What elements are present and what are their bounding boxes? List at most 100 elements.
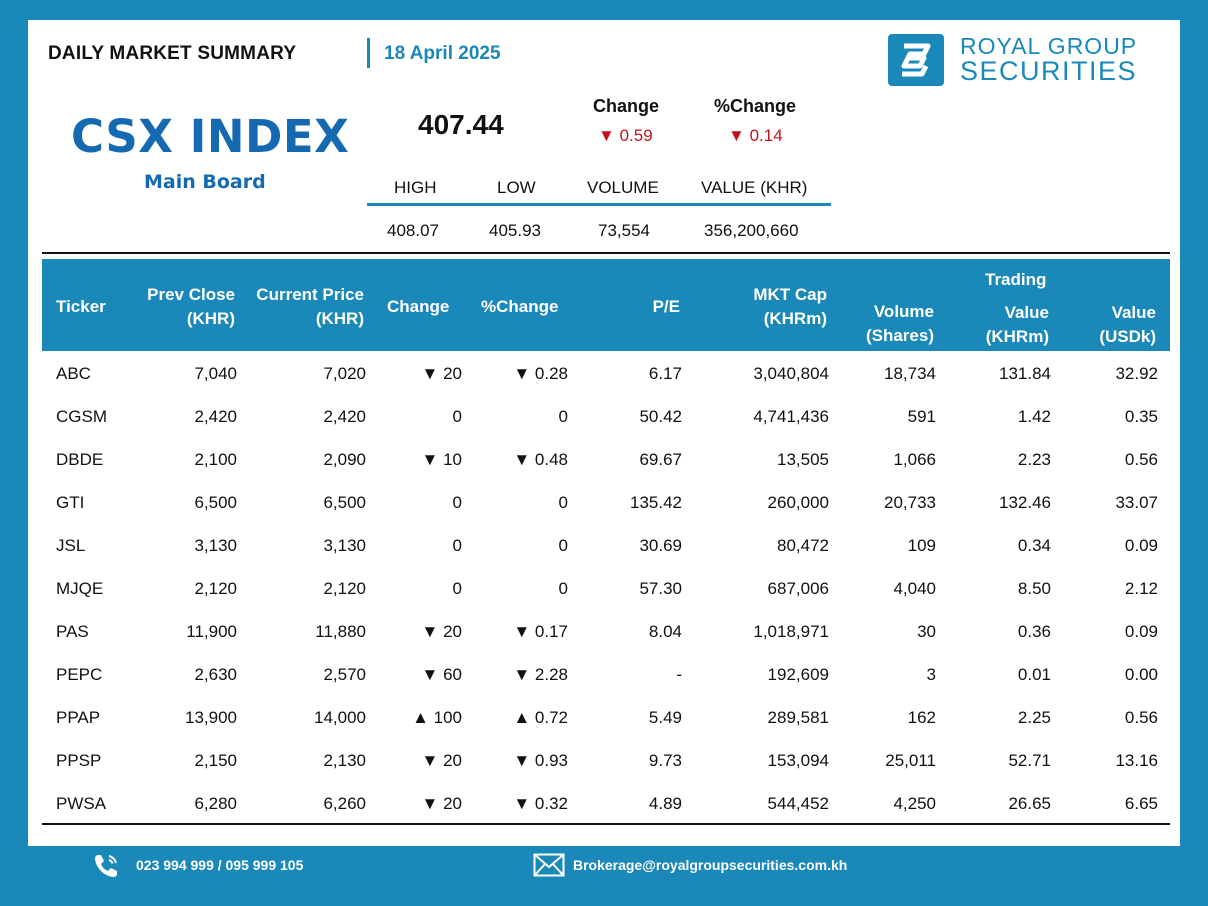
cell-chg: ▼ 60: [422, 665, 462, 685]
cell-prev: 2,120: [194, 579, 237, 599]
stat-head-volume: VOLUME: [587, 178, 659, 197]
cell-vol: 1,066: [893, 450, 936, 470]
cell-usdk: 0.56: [1125, 450, 1158, 470]
cell-cur: 2,420: [323, 407, 366, 427]
cell-value: PEPC: [56, 665, 103, 684]
cell-value: 3,130: [323, 536, 366, 555]
up-arrow-icon: ▲: [412, 708, 434, 727]
cell-khrm: 2.25: [1018, 708, 1051, 728]
cell-ticker: PEPC: [56, 665, 102, 685]
cell-chg: ▼ 20: [422, 622, 462, 642]
cell-vol: 162: [908, 708, 936, 728]
table-body: ABC 7,040 7,020 ▼ 20 ▼ 0.28 6.17 3,040,804 18,7…: [28, 20, 1180, 846]
cell-cur: 6,500: [323, 493, 366, 513]
cell-value: 591: [907, 407, 936, 426]
cell-cur: 2,090: [323, 450, 366, 470]
cell-value: 20,733: [884, 493, 936, 512]
cell-khrm: 52.71: [1008, 751, 1051, 771]
index-change: ▼ 0.59: [598, 126, 653, 146]
stat-value: 356,200,660: [704, 221, 799, 240]
cell-value: 260,000: [767, 493, 829, 512]
cell-value: 13.16: [1115, 751, 1158, 770]
footer-email[interactable]: Brokerage@royalgroupsecurities.com.kh: [573, 857, 848, 873]
cell-pe: -: [676, 665, 682, 685]
cell-value: 131.84: [999, 364, 1051, 383]
stat-head-low: LOW: [497, 178, 536, 197]
cell-mcap: 3,040,804: [753, 364, 829, 384]
col-pct-change: %Change: [481, 297, 559, 316]
cell-value: 50.42: [639, 407, 682, 426]
cell-value: 3,040,804: [753, 364, 829, 383]
cell-value: 153,094: [767, 751, 829, 770]
cell-pe: 135.42: [630, 493, 682, 513]
cell-value: CGSM: [56, 407, 107, 426]
down-arrow-icon: ▼: [421, 751, 444, 770]
cell-prev: 2,630: [194, 665, 237, 685]
cell-value: 20: [443, 751, 462, 770]
cell-value: 30: [917, 622, 936, 641]
down-arrow-icon: ▼: [513, 622, 535, 641]
cell-value: 8.50: [1017, 579, 1051, 598]
index-pct-change: ▼ 0.14: [728, 126, 783, 146]
cell-cur: 3,130: [323, 536, 366, 556]
cell-value: 0: [558, 493, 568, 512]
cell-value: 1,018,971: [753, 622, 829, 641]
pct-change-label: %Change: [714, 96, 797, 116]
down-arrow-icon: ▼: [421, 364, 444, 383]
cell-value: 2,420: [194, 407, 237, 426]
cell-khrm: 1.42: [1018, 407, 1051, 427]
cell-mcap: 80,472: [777, 536, 829, 556]
cell-value: 4,040: [893, 579, 936, 598]
cell-value: 6.65: [1124, 794, 1158, 813]
cell-value: JSL: [56, 536, 86, 555]
cell-value: ABC: [56, 364, 91, 383]
down-arrow-icon: ▼: [513, 665, 535, 684]
cell-mcap: 153,094: [768, 751, 829, 771]
table-bottom-border: [42, 823, 1170, 825]
cell-value: 0.32: [534, 794, 568, 813]
cell-value: 1.42: [1017, 407, 1051, 426]
cell-value: 2,150: [194, 751, 237, 770]
cell-value: 6,260: [323, 794, 366, 813]
table-header: Ticker Prev Close (KHR) Current Price (K…: [42, 259, 1170, 351]
cell-usdk: 33.07: [1115, 493, 1158, 513]
cell-value: 192,609: [767, 665, 829, 684]
index-board: Main Board: [144, 171, 266, 193]
cell-cur: 7,020: [323, 364, 366, 384]
cell-usdk: 2.12: [1125, 579, 1158, 599]
summary-card: DAILY MARKET SUMMARY 18 April 2025 ROYAL…: [28, 20, 1180, 846]
cell-value: 0.36: [1017, 622, 1051, 641]
cell-value: 0.00: [1124, 665, 1158, 684]
cell-value: 5.49: [648, 708, 682, 727]
down-arrow-icon: ▼: [513, 450, 535, 469]
section-divider: [42, 252, 1170, 254]
col-volume-l1: Volume: [873, 302, 934, 321]
cell-prev: 11,900: [186, 622, 237, 642]
report-date: 18 April 2025: [384, 43, 501, 64]
cell-value: 0: [452, 579, 462, 598]
cell-pe: 8.04: [649, 622, 682, 642]
col-current-price-l2: (KHR): [315, 309, 364, 328]
cell-vol: 18,734: [884, 364, 936, 384]
cell-value: 0.17: [534, 622, 568, 641]
cell-value: 32.92: [1115, 364, 1158, 383]
cell-value: 135.42: [630, 493, 682, 512]
footer: 023 994 999 / 095 999 105 Brokerage@roya…: [28, 846, 1180, 906]
stats-divider: [367, 203, 831, 206]
cell-usdk: 0.09: [1125, 622, 1158, 642]
cell-ticker: ABC: [56, 364, 91, 384]
cell-khrm: 2.23: [1018, 450, 1051, 470]
cell-value: 6,500: [323, 493, 366, 512]
cell-ticker: PPSP: [56, 751, 101, 771]
cell-pct: ▼ 0.17: [513, 622, 568, 642]
cell-value: 289,581: [767, 708, 829, 727]
change-label: Change: [593, 96, 660, 116]
cell-value: PAS: [56, 622, 89, 641]
cell-mcap: 13,505: [777, 450, 829, 470]
cell-value: 0.56: [1124, 708, 1158, 727]
cell-value: 57.30: [639, 579, 682, 598]
cell-cur: 2,570: [323, 665, 366, 685]
cell-mcap: 289,581: [768, 708, 829, 728]
cell-chg: ▼ 20: [422, 751, 462, 771]
cell-value: 2,130: [323, 751, 366, 770]
